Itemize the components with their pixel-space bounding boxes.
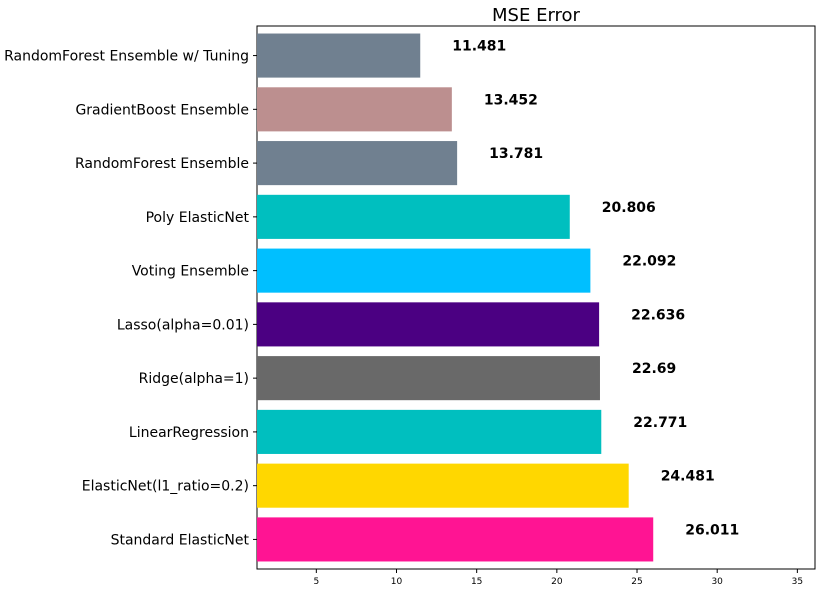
x-tick-label: 35 — [792, 577, 803, 587]
value-label: 13.781 — [489, 146, 543, 162]
bar — [257, 463, 629, 508]
x-tick-label: 15 — [471, 577, 482, 587]
bars-group — [257, 33, 654, 562]
category-label: RandomForest Ensemble w/ Tuning — [4, 49, 249, 65]
bar — [257, 87, 452, 132]
value-label: 11.481 — [452, 39, 506, 55]
plot-area — [256, 25, 816, 570]
x-tick-label: 10 — [391, 577, 403, 587]
value-label: 24.481 — [661, 469, 715, 485]
x-axis: 5 10 15 20 25 30 35 — [313, 569, 803, 587]
category-label: Poly ElasticNet — [146, 210, 250, 226]
category-label: RandomForest Ensemble — [75, 156, 249, 172]
bar — [257, 248, 591, 293]
category-label: LinearRegression — [129, 425, 249, 441]
value-label: 22.092 — [622, 254, 676, 270]
value-label: 26.011 — [685, 522, 739, 538]
chart-title: MSE Error — [492, 5, 581, 26]
value-label: 22.636 — [631, 307, 685, 323]
bar — [257, 141, 458, 186]
value-label: 20.806 — [602, 200, 656, 216]
value-label: 22.69 — [632, 361, 676, 377]
category-label: Standard ElasticNet — [111, 532, 250, 548]
category-label: Lasso(alpha=0.01) — [117, 317, 249, 333]
bar — [257, 356, 600, 401]
category-label: ElasticNet(l1_ratio=0.2) — [82, 479, 249, 495]
bar — [257, 517, 654, 562]
bar — [257, 302, 600, 347]
x-tick-label: 20 — [551, 577, 563, 587]
x-tick-label: 25 — [631, 577, 642, 587]
value-label: 22.771 — [633, 415, 687, 431]
category-labels-group: RandomForest Ensemble w/ Tuning GradientB… — [4, 49, 257, 548]
bar — [257, 33, 421, 78]
category-label: GradientBoost Ensemble — [75, 102, 249, 118]
bar — [257, 409, 602, 454]
category-label: Voting Ensemble — [132, 264, 249, 280]
value-label: 13.452 — [484, 92, 538, 108]
x-tick-label: 5 — [313, 577, 319, 587]
bar — [257, 194, 570, 239]
category-label: Ridge(alpha=1) — [139, 371, 249, 387]
value-labels-group: 11.481 13.452 13.781 20.806 22.092 22.636 22.6… — [452, 39, 739, 539]
x-tick-label: 30 — [711, 577, 723, 587]
